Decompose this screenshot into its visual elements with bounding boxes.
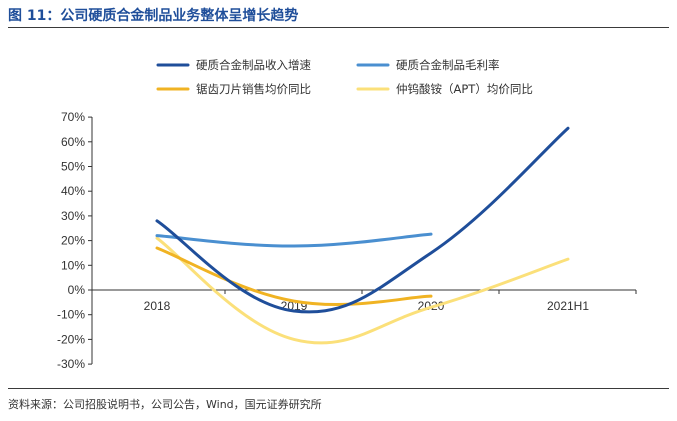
y-tick-label: 40% [61, 184, 85, 198]
bottom-rule [8, 388, 669, 389]
legend-label: 硬质合金制品毛利率 [396, 58, 500, 72]
y-tick-label: 50% [61, 160, 85, 174]
series-group [155, 126, 570, 345]
revenue-growth-line [155, 126, 570, 314]
y-tick-label: -30% [57, 357, 85, 371]
legend-label: 锯齿刀片销售均价同比 [196, 82, 311, 96]
legend-item-saw-blade-price: 锯齿刀片销售均价同比 [156, 82, 311, 96]
legend-item-gross-margin: 硬质合金制品毛利率 [356, 58, 500, 72]
legend-label: 硬质合金制品收入增速 [196, 58, 311, 72]
source-note: 资料来源：公司招股说明书，公司公告，Wind，国元证券研究所 [8, 398, 322, 411]
x-tick-label: 2021H1 [547, 299, 589, 313]
y-tick-label: 0% [68, 283, 86, 297]
gross-margin-line [155, 232, 433, 248]
y-tick-label: 10% [61, 258, 85, 272]
y-tick-label: 20% [61, 234, 85, 248]
y-tick-label: 70% [61, 110, 85, 124]
x-tick-label: 2018 [144, 299, 171, 313]
legend-label: 仲钨酸铵（APT）均价同比 [396, 82, 533, 96]
y-axis: 70% 60% 50% 40% 30% 20% 10% 0% -10% -20% -30% [57, 110, 93, 371]
legend-item-apt-price: 仲钨酸铵（APT）均价同比 [356, 82, 533, 96]
y-tick-label: -10% [57, 308, 85, 322]
legend-item-revenue-growth: 硬质合金制品收入增速 [156, 58, 311, 72]
top-rule [8, 27, 669, 28]
chart-title: 图 11：公司硬质合金制品业务整体呈增长趋势 [8, 8, 299, 24]
x-axis: 2018 2019 2020 2021H1 [91, 289, 637, 313]
y-tick-label: 30% [61, 209, 85, 223]
apt-price-line [155, 236, 570, 345]
y-tick-label: -20% [57, 332, 85, 346]
saw-blade-price-line [155, 246, 433, 307]
y-tick-label: 60% [61, 135, 85, 149]
